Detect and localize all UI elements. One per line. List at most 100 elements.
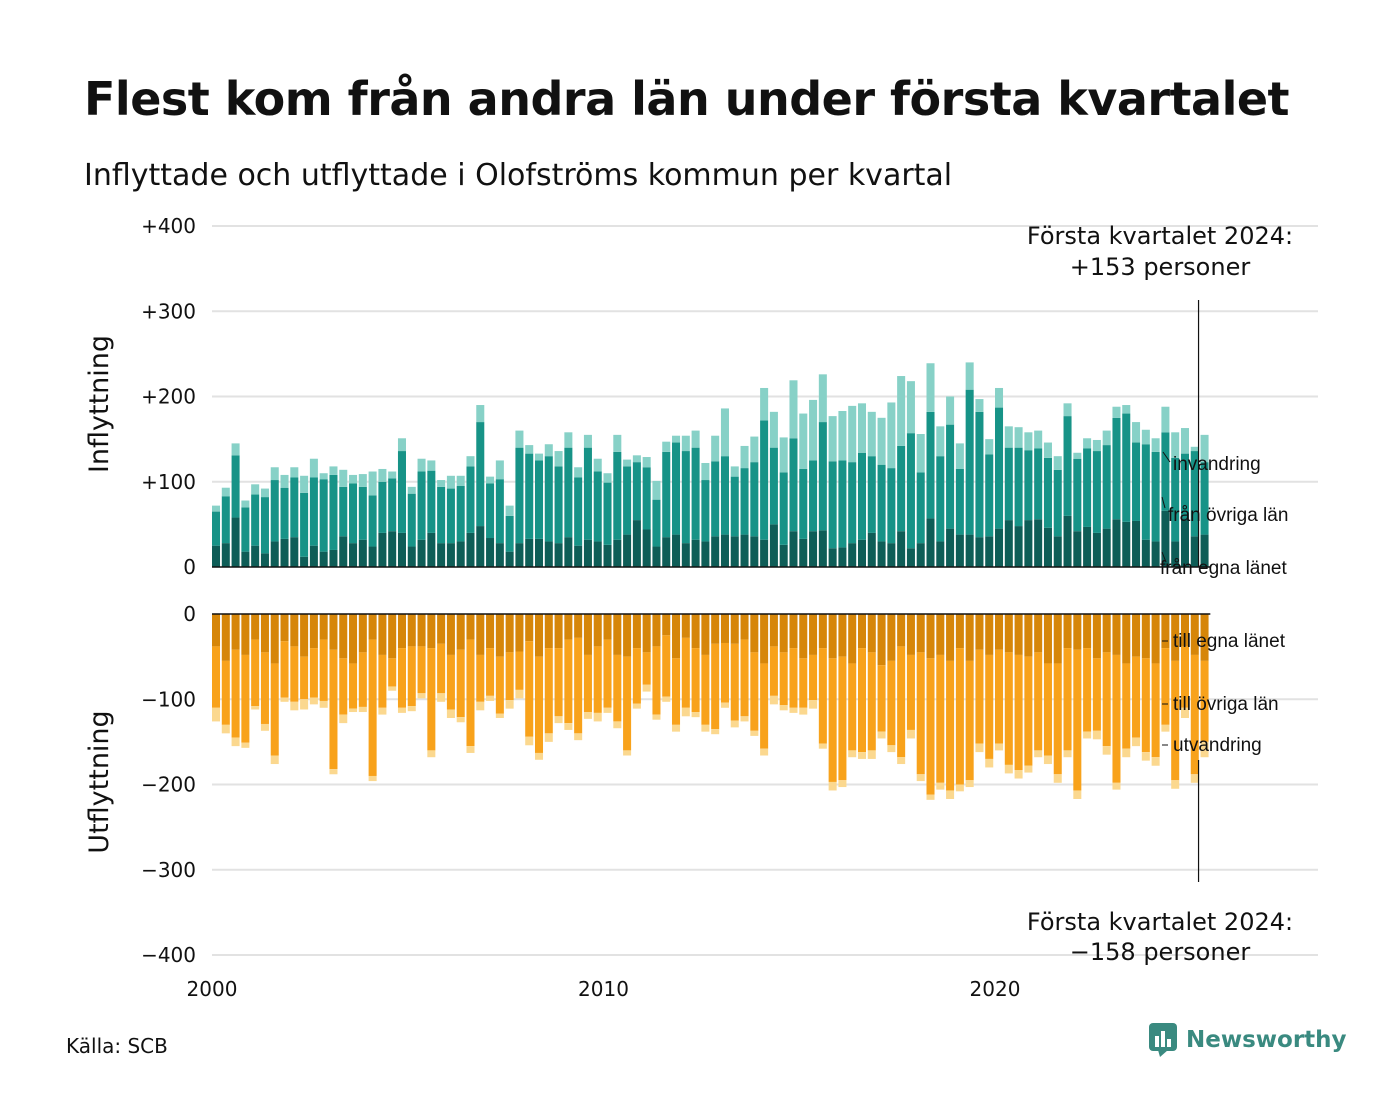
- bar-out-segment: [760, 614, 769, 664]
- bar-in-segment: [955, 534, 964, 567]
- bar-out-segment: [212, 646, 221, 708]
- bar-in-segment: [769, 447, 778, 525]
- bar-out-segment: [378, 614, 387, 655]
- bar-in-segment: [916, 472, 925, 544]
- bar-in-segment: [378, 481, 387, 533]
- bar-out-segment: [260, 614, 269, 653]
- y-tick-label-out: −200: [141, 773, 196, 797]
- bar-out-segment: [1073, 790, 1082, 799]
- bar-out-segment: [505, 614, 514, 653]
- bar-out-segment: [564, 723, 573, 730]
- bar-out-segment: [1112, 782, 1121, 790]
- bar-in-segment: [1151, 438, 1160, 452]
- bar-out-segment: [955, 784, 964, 792]
- bar-in-segment: [476, 422, 485, 527]
- bar-in-segment: [368, 471, 377, 496]
- bar-in-segment: [906, 548, 915, 567]
- bar-in-segment: [525, 445, 534, 454]
- bar-in-segment: [544, 456, 553, 542]
- bar-out-segment: [515, 651, 524, 690]
- bar-out-segment: [1122, 614, 1131, 664]
- bar-out-segment: [1092, 730, 1101, 740]
- bar-out-segment: [456, 649, 465, 718]
- bar-in-segment: [1063, 403, 1072, 417]
- bar-in-segment: [975, 411, 984, 538]
- bar-out-segment: [672, 658, 681, 725]
- bar-out-segment: [221, 614, 230, 661]
- bar-out-segment: [926, 658, 935, 795]
- bar-out-segment: [652, 646, 661, 715]
- bar-in-segment: [1161, 510, 1170, 567]
- bar-in-segment: [417, 471, 426, 540]
- bar-out-segment: [916, 652, 925, 775]
- bar-out-segment: [1063, 614, 1072, 649]
- bar-out-segment: [955, 614, 964, 649]
- bar-out-segment: [760, 748, 769, 756]
- bar-out-segment: [554, 648, 563, 717]
- bar-in-segment: [916, 434, 925, 473]
- bars-in: [212, 362, 1209, 567]
- bar-out-segment: [642, 614, 651, 653]
- x-tick-label: 2020: [970, 977, 1021, 1001]
- bar-out-segment: [1161, 614, 1170, 649]
- bar-out-segment: [857, 752, 867, 759]
- bar-out-segment: [818, 614, 827, 649]
- bar-out-segment: [1200, 660, 1209, 742]
- bar-in-segment: [1073, 458, 1082, 532]
- bar-out-segment: [711, 729, 720, 735]
- bar-out-segment: [574, 733, 583, 741]
- bar-out-segment: [544, 614, 553, 649]
- bar-out-segment: [378, 707, 387, 715]
- bar-in-segment: [623, 466, 632, 535]
- bar-in-segment: [1024, 520, 1033, 567]
- bar-in-segment: [1004, 426, 1013, 448]
- bar-out-segment: [221, 660, 230, 725]
- bar-in-segment: [985, 439, 994, 455]
- bar-out-segment: [554, 716, 563, 724]
- bar-in-segment: [446, 488, 455, 544]
- bar-in-segment: [260, 553, 269, 567]
- bar-out-segment: [368, 614, 377, 640]
- bar-in-segment: [995, 407, 1004, 529]
- bar-out-segment: [877, 614, 886, 666]
- bar-in-segment: [260, 488, 269, 498]
- bar-in-segment: [701, 462, 710, 481]
- bar-in-segment: [1180, 518, 1189, 567]
- bar-in-segment: [701, 541, 710, 567]
- bar-in-segment: [1200, 434, 1209, 463]
- bar-out-segment: [1092, 614, 1101, 659]
- bar-out-segment: [1141, 752, 1150, 761]
- bar-out-segment: [799, 707, 808, 715]
- bar-in-segment: [760, 420, 769, 540]
- bar-out-segment: [848, 614, 857, 664]
- bar-in-segment: [789, 438, 798, 532]
- bar-out-segment: [848, 750, 857, 758]
- bar-in-segment: [1043, 442, 1052, 458]
- bar-out-segment: [427, 648, 436, 751]
- bar-out-segment: [1004, 652, 1013, 765]
- bar-out-segment: [955, 648, 964, 785]
- bar-in-segment: [691, 539, 700, 567]
- bar-in-segment: [623, 459, 632, 467]
- bar-in-segment: [329, 466, 338, 475]
- bar-in-segment: [515, 447, 524, 544]
- bar-out-segment: [681, 637, 690, 708]
- bar-in-segment: [456, 475, 465, 487]
- bar-out-segment: [407, 614, 416, 647]
- bar-out-segment: [623, 614, 632, 657]
- bar-out-segment: [358, 614, 367, 653]
- bar-out-segment: [329, 769, 338, 775]
- bar-in-segment: [975, 537, 984, 567]
- bar-out-segment: [985, 758, 994, 768]
- segment-label-till-ovriga-lan: till övriga län: [1173, 694, 1279, 715]
- bar-out-segment: [466, 746, 475, 753]
- bar-in-segment: [349, 543, 358, 567]
- bar-in-segment: [1102, 528, 1111, 567]
- bar-out-segment: [486, 648, 495, 696]
- segment-label-till-egna-lanet: till egna länet: [1173, 631, 1286, 652]
- bar-in-segment: [603, 482, 612, 545]
- bar-in-segment: [1122, 405, 1131, 414]
- bar-in-segment: [642, 467, 651, 530]
- bar-out-segment: [388, 658, 397, 687]
- bar-out-segment: [476, 614, 485, 655]
